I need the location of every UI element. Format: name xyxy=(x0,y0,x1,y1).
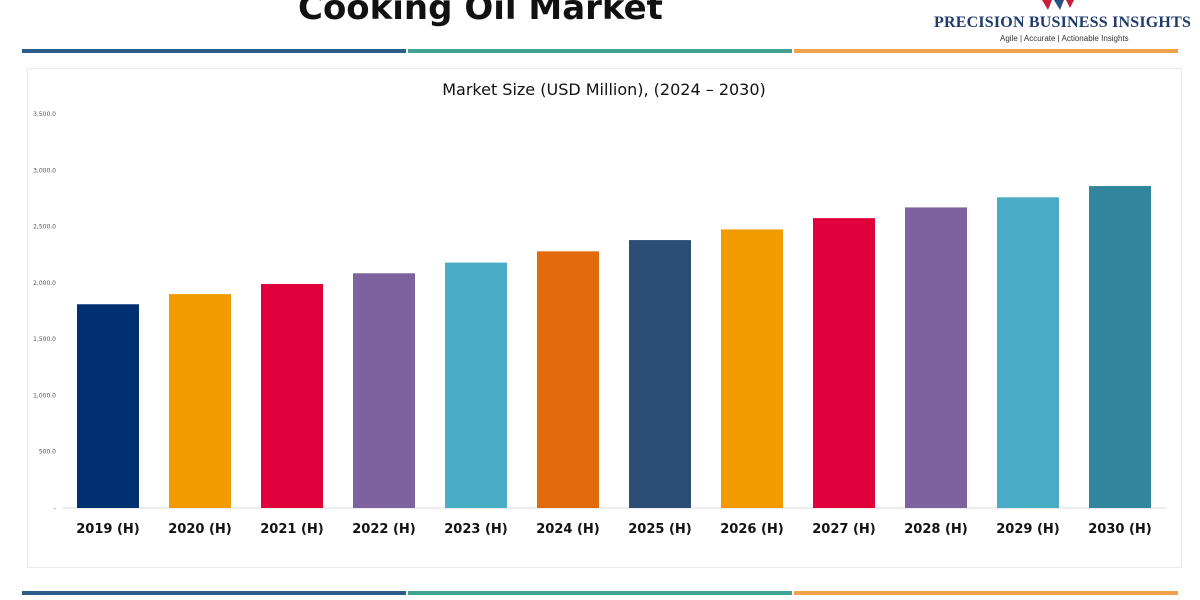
y-tick-label: 500.0 xyxy=(39,449,56,456)
chart-panel: Market Size (USD Million), (2024 – 2030)… xyxy=(27,68,1182,568)
bar-2020 xyxy=(169,294,231,508)
bar-2028 xyxy=(905,207,967,509)
x-tick-label: 2028 (H) xyxy=(904,522,967,537)
bar-2029 xyxy=(997,197,1059,508)
logo-icon xyxy=(1042,0,1074,10)
y-tick-label: 3,000.0 xyxy=(33,167,56,174)
x-tick-label: 2023 (H) xyxy=(444,522,507,537)
bar-2026 xyxy=(721,229,783,508)
y-tick-label: 2,000.0 xyxy=(33,280,56,287)
bar-chart: Market Size (USD Million), (2024 – 2030)… xyxy=(33,80,1166,537)
x-tick-label: 2026 (H) xyxy=(720,522,783,537)
x-tick-label: 2027 (H) xyxy=(812,522,875,537)
divider-segment-teal xyxy=(408,49,792,53)
x-axis: 2019 (H) 2020 (H) 2021 (H) 2022 (H) 2023 (H)… xyxy=(76,522,1151,537)
page-title: Cooking Oil Market xyxy=(298,0,663,28)
divider-segment-orange xyxy=(794,49,1178,53)
chart-title: Market Size (USD Million), (2024 – 2030) xyxy=(442,80,766,99)
x-tick-label: 2030 (H) xyxy=(1088,522,1151,537)
bar-2027 xyxy=(813,218,875,508)
bar-2023 xyxy=(445,262,507,508)
brand-tagline: Agile | Accurate | Actionable Insights xyxy=(1000,34,1129,43)
bar-2030 xyxy=(1089,186,1151,508)
bar-2022 xyxy=(353,273,415,508)
footer-divider xyxy=(22,591,1178,595)
divider-segment-teal xyxy=(408,591,792,595)
bar-series xyxy=(77,186,1151,509)
bar-2021 xyxy=(261,283,323,508)
brand-logo: PRECISION BUSINESS INSIGHTS Agile | Accu… xyxy=(928,0,1198,46)
bar-2025 xyxy=(629,240,691,508)
x-tick-label: 2020 (H) xyxy=(168,522,231,537)
x-tick-label: 2029 (H) xyxy=(996,522,1059,537)
divider-segment-orange xyxy=(794,591,1178,595)
bar-2019 xyxy=(77,304,139,508)
header-divider xyxy=(22,49,1178,53)
divider-segment-blue xyxy=(22,49,406,53)
x-tick-label: 2024 (H) xyxy=(536,522,599,537)
y-tick-label: 3,500.0 xyxy=(33,111,56,118)
y-tick-label: 1,500.0 xyxy=(33,336,56,343)
y-tick-label: 1,000.0 xyxy=(33,392,56,399)
bar-2024 xyxy=(537,251,599,508)
y-tick-label: - xyxy=(54,505,56,512)
y-axis: - 500.0 1,000.0 1,500.0 2,000.0 2,500.0 3,000.… xyxy=(33,111,56,512)
x-tick-label: 2021 (H) xyxy=(260,522,323,537)
x-tick-label: 2025 (H) xyxy=(628,522,691,537)
x-tick-label: 2019 (H) xyxy=(76,522,139,537)
x-tick-label: 2022 (H) xyxy=(352,522,415,537)
brand-name: PRECISION BUSINESS INSIGHTS xyxy=(934,14,1192,31)
y-tick-label: 2,500.0 xyxy=(33,224,56,231)
divider-segment-blue xyxy=(22,591,406,595)
